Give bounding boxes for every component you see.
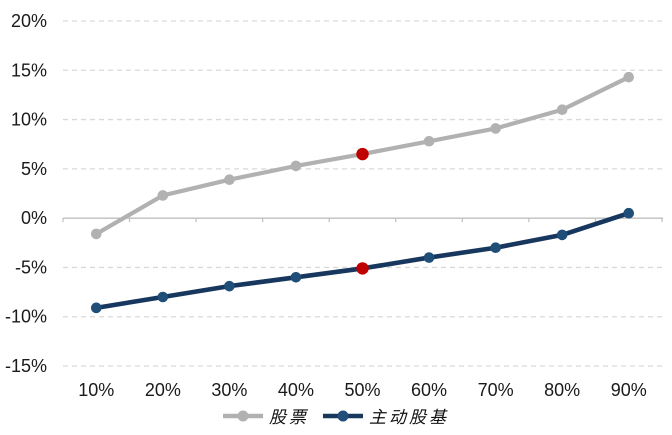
data-point [423,135,435,147]
x-axis-tick-label: 90% [611,380,647,400]
y-axis-tick-label: 5% [21,159,47,179]
data-point [290,271,302,283]
y-axis-tick-label: 20% [11,11,47,31]
x-axis-tick-label: 40% [278,380,314,400]
y-axis-tick-label: 0% [21,208,47,228]
data-point [556,229,568,241]
data-point [290,160,302,172]
highlight-data-point [356,147,369,161]
x-axis-tick-label: 50% [344,380,380,400]
data-point [224,174,235,185]
data-point [623,207,635,219]
data-point [490,242,501,254]
chart-legend: 股票 主动股基 [0,403,672,428]
data-point [490,123,501,134]
highlight-data-point [356,262,369,275]
x-axis-tick-label: 60% [411,380,447,400]
legend-label: 主动股基 [369,408,449,428]
x-axis-tick-label: 70% [478,380,514,400]
data-point [423,252,435,263]
legend-label: 股票 [269,408,309,428]
legend-item-2: 主动股基 [323,403,449,428]
y-axis-tick-label: 15% [11,60,47,80]
data-point [157,190,169,201]
data-point [623,71,635,83]
x-axis-tick-label: 30% [211,380,247,400]
y-axis-tick-label: -15% [5,356,47,376]
legend-item-1: 股票 [223,403,309,428]
y-axis-tick-label: -10% [5,307,47,327]
legend-marker-icon [323,410,363,421]
data-point [90,302,102,314]
data-point [224,280,235,292]
data-point [556,104,568,116]
y-axis-tick-label: 10% [11,110,47,130]
x-axis-tick-label: 20% [145,380,181,400]
data-point [157,291,169,303]
x-axis-tick-label: 10% [78,380,114,400]
x-axis-tick-label: 80% [544,380,580,400]
legend-marker-icon [223,410,263,421]
series-line-2 [93,210,632,311]
data-point [90,228,102,240]
y-axis-tick-label: -5% [15,257,47,277]
